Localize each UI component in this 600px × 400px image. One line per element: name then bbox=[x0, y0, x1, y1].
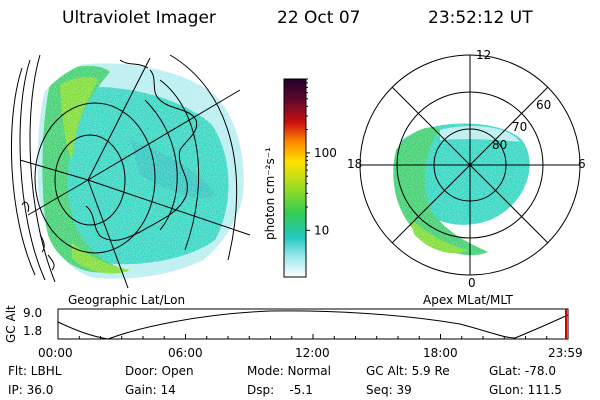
colorbar-ticks: 100 10 bbox=[306, 78, 337, 237]
left-panel-caption: Geographic Lat/Lon bbox=[68, 293, 186, 307]
timeline-xtick-1200: 12:00 bbox=[295, 346, 330, 360]
altitude-curve bbox=[57, 310, 569, 340]
timeline-xtick-0600: 06:00 bbox=[168, 346, 203, 360]
timeline-xtick-2359: 23:59 bbox=[548, 346, 583, 360]
right-panel-caption: Apex MLat/MLT bbox=[423, 293, 513, 307]
info-gc-alt: GC Alt: 5.9 Re bbox=[366, 364, 450, 378]
timeline-ticks bbox=[57, 334, 569, 339]
info-dsp: Dsp: -5.1 bbox=[247, 383, 313, 397]
instrument-title: Ultraviolet Imager bbox=[62, 8, 216, 28]
time-label: 23:52:12 UT bbox=[428, 8, 533, 28]
timeline-ytick-high: 9.0 bbox=[23, 306, 43, 320]
timeline-xtick-1800: 18:00 bbox=[423, 346, 458, 360]
mlt-18-label: 18 bbox=[347, 157, 363, 171]
mlt-0-label: 0 bbox=[468, 276, 476, 290]
coastline bbox=[85, 69, 198, 241]
info-seq: Seq: 39 bbox=[366, 383, 412, 397]
timeline-xtick-0000: 00:00 bbox=[38, 346, 73, 360]
mlat-80-label: 80 bbox=[492, 138, 508, 152]
info-filter: Flt: LBHL bbox=[8, 364, 62, 378]
timeline-ytick-low: 1.8 bbox=[23, 324, 43, 338]
info-mode: Mode: Normal bbox=[247, 364, 331, 378]
mlat-60-label: 60 bbox=[536, 98, 552, 112]
colorbar-tick-label: 100 bbox=[314, 146, 337, 160]
info-ip: IP: 36.0 bbox=[8, 383, 54, 397]
colorbar-tick-label: 10 bbox=[314, 223, 329, 237]
mlt-12-label: 12 bbox=[476, 48, 492, 62]
date-label: 22 Oct 07 bbox=[277, 8, 361, 28]
mlt-6-label: 6 bbox=[578, 157, 586, 171]
info-glat: GLat: -78.0 bbox=[489, 364, 556, 378]
mlat-70-label: 70 bbox=[512, 120, 528, 134]
info-glon: GLon: 111.5 bbox=[489, 383, 562, 397]
info-gain: Gain: 14 bbox=[125, 383, 176, 397]
info-door: Door: Open bbox=[125, 364, 194, 378]
